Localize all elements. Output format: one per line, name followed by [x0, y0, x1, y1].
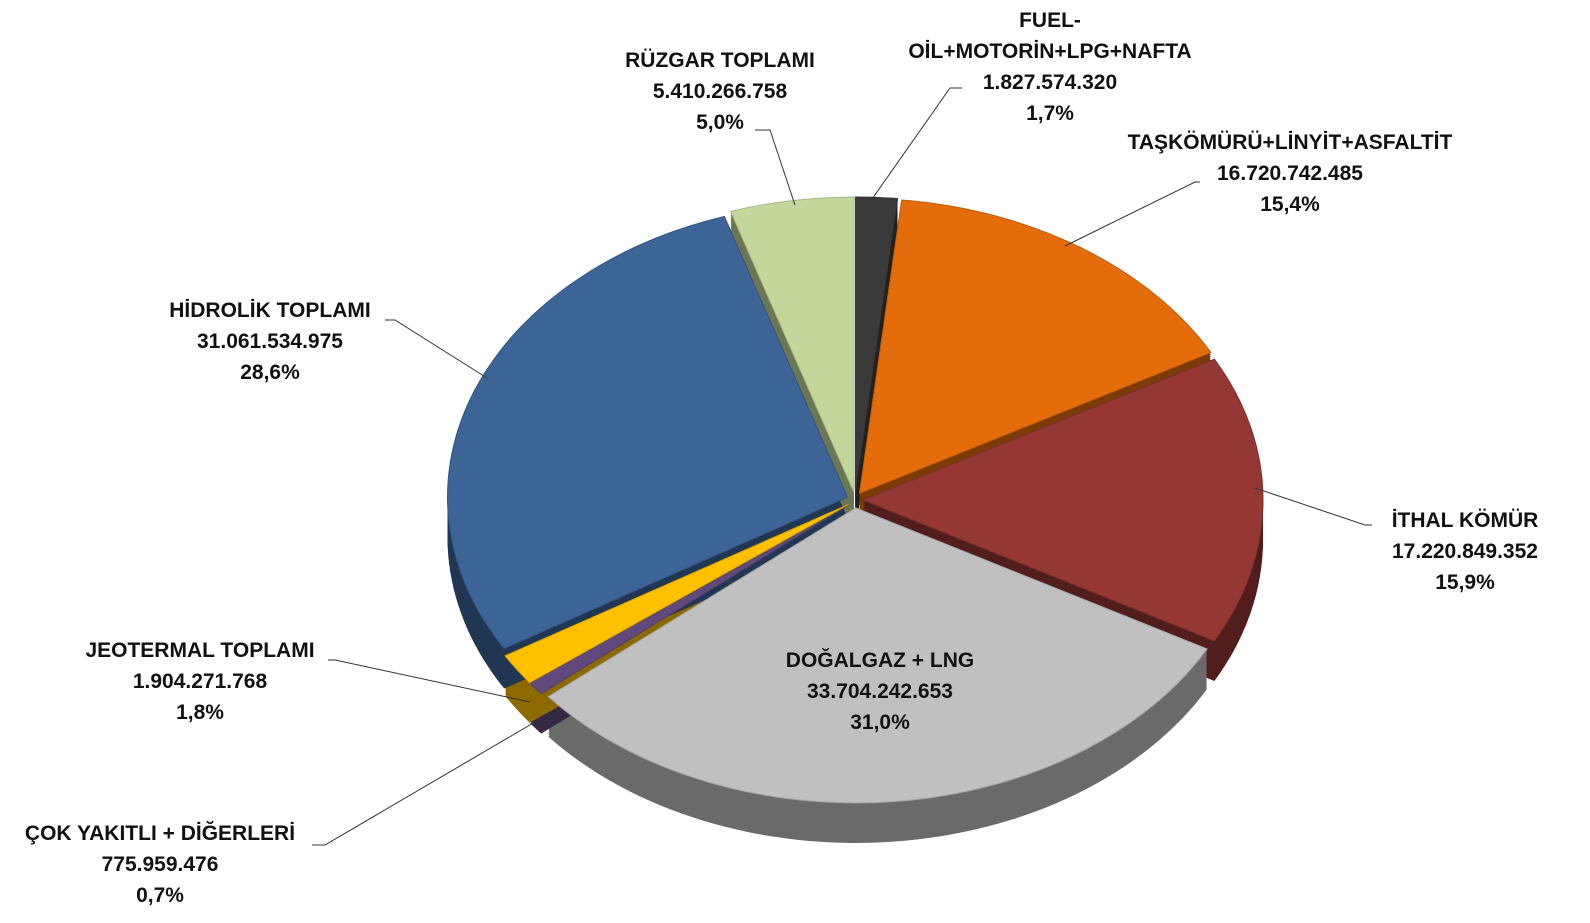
leader-line — [328, 659, 531, 703]
data-label: TAŞKÖMÜRÜ+LİNYİT+ASFALTİT 16.720.742.485 1… — [1080, 127, 1500, 220]
data-label: DOĞALGAZ + LNG 33.704.242.653 31,0% — [720, 645, 1040, 738]
value-label: 1.904.271.768 — [132, 670, 268, 693]
data-label: FUEL-OİL+MOTORİN+LPG+NAFTA 1.827.574.320 1… — [880, 5, 1220, 129]
data-label: HİDROLİK TOPLAMI 31.061.534.975 28,6% — [110, 295, 430, 388]
slice — [854, 196, 899, 493]
value-label: 17.220.849.352 — [1392, 540, 1538, 563]
percent-label: 1,8% — [176, 701, 224, 724]
slice — [729, 196, 855, 493]
leader-line — [1254, 487, 1372, 526]
data-label: JEOTERMAL TOPLAMI 1.904.271.768 1,8% — [40, 635, 360, 728]
slice — [504, 504, 849, 684]
category-label: DOĞALGAZ + LNG — [785, 649, 975, 672]
leader-line — [385, 319, 488, 379]
data-label: RÜZGAR TOPLAMI 5.410.266.758 5,0% — [570, 45, 870, 138]
category-label: HİDROLİK TOPLAMI — [169, 299, 371, 322]
value-label: 775.959.476 — [101, 853, 219, 876]
slice — [861, 358, 1264, 642]
leader-line — [1064, 181, 1200, 247]
data-label: ÇOK YAKITLI + DİĞERLERİ 775.959.476 0,7% — [0, 818, 320, 911]
category-label: ÇOK YAKITLI + DİĞERLERİ — [24, 822, 296, 845]
percent-label: 28,6% — [240, 361, 300, 384]
data-label: İTHAL KÖMÜR 17.220.849.352 15,9% — [1315, 505, 1590, 598]
percent-label: 5,0% — [696, 111, 744, 134]
category-label: JEOTERMAL TOPLAMI — [85, 639, 315, 662]
percent-label: 0,7% — [136, 884, 184, 907]
value-label: 33.704.242.653 — [807, 680, 953, 703]
category-label: TAŞKÖMÜRÜ+LİNYİT+ASFALTİT — [1127, 131, 1453, 154]
category-label: FUEL-OİL+MOTORİN+LPG+NAFTA — [908, 9, 1192, 63]
value-label: 5.410.266.758 — [652, 80, 788, 103]
value-label: 16.720.742.485 — [1217, 162, 1363, 185]
slice — [858, 199, 1212, 495]
leader-line — [869, 87, 962, 203]
leader-line — [755, 129, 796, 206]
value-label: 31.061.534.975 — [197, 330, 343, 353]
category-label: RÜZGAR TOPLAMI — [625, 49, 815, 72]
value-label: 1.827.574.320 — [982, 71, 1118, 94]
slice — [447, 215, 849, 650]
percent-label: 15,9% — [1435, 571, 1495, 594]
leader-line — [312, 721, 536, 846]
slice — [547, 507, 1208, 804]
category-label: İTHAL KÖMÜR — [1391, 509, 1539, 532]
slice — [529, 504, 849, 695]
percent-label: 1,7% — [1026, 102, 1074, 125]
percent-label: 15,4% — [1260, 193, 1320, 216]
percent-label: 31,0% — [850, 711, 910, 734]
